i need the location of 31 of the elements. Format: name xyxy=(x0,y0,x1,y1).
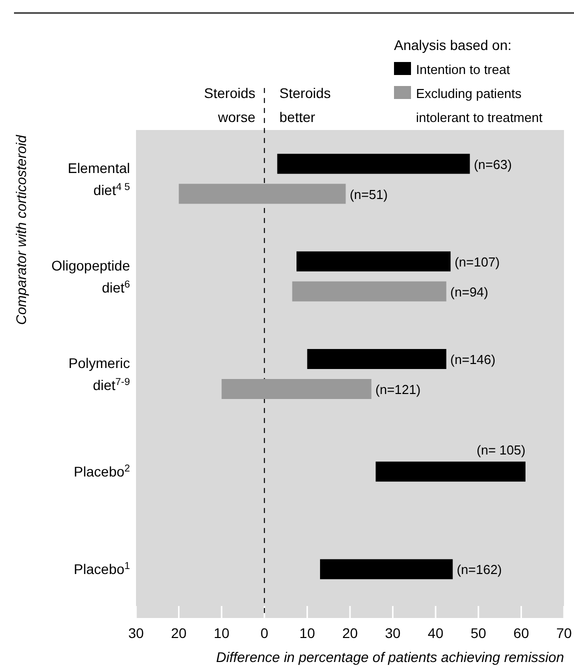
x-tick-label: 50 xyxy=(470,625,486,641)
legend-title: Analysis based on: xyxy=(394,37,512,53)
text: Steroids better xyxy=(279,85,331,125)
annotation: (n=146) xyxy=(450,352,496,367)
annotation: (n=63) xyxy=(474,156,512,172)
x-tick-label: 0 xyxy=(260,625,268,641)
x-tick-label: 20 xyxy=(342,625,358,641)
legend-label: Intention to treat xyxy=(416,62,510,77)
annotation: (n=121) xyxy=(375,382,421,397)
annotation: (n=107) xyxy=(454,254,500,270)
annotation: (n=162) xyxy=(456,562,502,578)
y-axis-title: Comparator with corticosteroid xyxy=(13,134,29,325)
text: Steroids worse xyxy=(204,85,256,125)
annotation: (n= 105) xyxy=(476,442,526,458)
y-tick-label: Placebo$^{2}$ xyxy=(74,463,130,480)
y-tick-label: Placebo$^{1}$ xyxy=(74,560,130,578)
y-tick-label: Oligopeptide diet$^{6}$ xyxy=(51,257,130,296)
y-tick-label: Polymeric diet$^{7-9}$ xyxy=(68,355,130,393)
x-tick-label: 30 xyxy=(128,625,144,641)
annotation: (n=94) xyxy=(450,284,488,300)
x-tick-label: 60 xyxy=(513,625,530,641)
x-axis-title: Difference in percentage of patients achieving remission xyxy=(216,649,564,665)
x-tick-label: 20 xyxy=(171,625,187,641)
x-tick-label: 10 xyxy=(299,625,316,641)
legend-label: Excluding patients intolerant to treatment xyxy=(416,86,543,125)
annotation: (n=51) xyxy=(350,186,388,202)
x-tick-label: 40 xyxy=(428,625,444,641)
x-tick-label: 70 xyxy=(556,625,572,641)
x-tick-label: 30 xyxy=(385,625,401,641)
y-tick-label: Elemental diet$^{4 5}$ xyxy=(68,160,130,198)
x-tick-label: 10 xyxy=(214,625,230,641)
